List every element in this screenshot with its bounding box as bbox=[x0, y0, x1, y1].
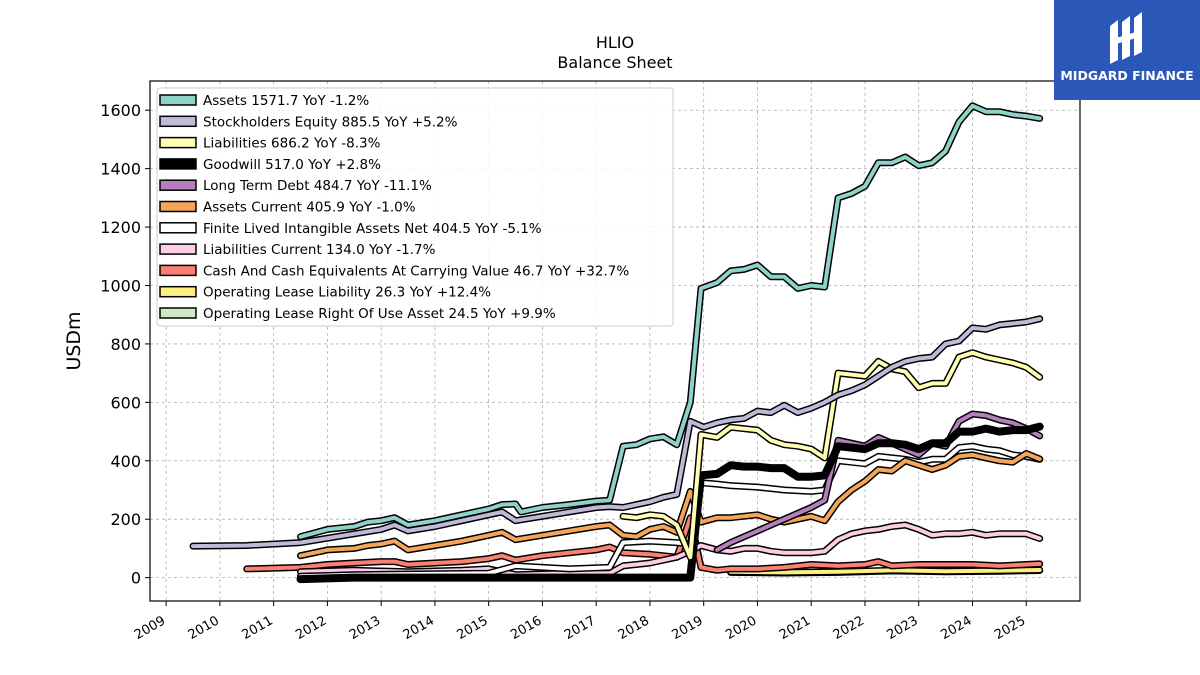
legend-swatch bbox=[159, 115, 197, 128]
y-tick-label: 0 bbox=[131, 569, 141, 588]
series-liabilities bbox=[619, 349, 1044, 561]
series-finite-lived-intangible-assets-net bbox=[297, 442, 1044, 580]
x-tick-label: 2014 bbox=[401, 613, 437, 643]
series-operating-lease-liability bbox=[727, 566, 1044, 576]
legend-swatch bbox=[159, 200, 197, 213]
x-tick-label: 2015 bbox=[455, 613, 491, 643]
x-tick-label: 2009 bbox=[132, 613, 168, 643]
x-axis: 2009 2010 2011 2012 2013 2014 2015 2016 2017 2018… bbox=[132, 601, 1028, 643]
series-assets bbox=[297, 102, 1044, 541]
legend-entry: Stockholders Equity 885.5 YoY +5.2% bbox=[203, 114, 458, 130]
series-line bbox=[621, 350, 1042, 560]
x-tick-label: 2018 bbox=[616, 613, 652, 643]
y-axis-label: USDm bbox=[63, 311, 85, 370]
legend-entry: Cash And Cash Equivalents At Carrying Va… bbox=[203, 263, 629, 279]
legend-box bbox=[156, 87, 674, 327]
series-goodwill bbox=[296, 422, 1044, 584]
series-stockholders-equity bbox=[189, 315, 1044, 550]
x-tick-label: 2016 bbox=[508, 613, 544, 643]
x-tick-label: 2021 bbox=[777, 613, 813, 643]
series-cash-and-cash-equivalents-at-carrying-value bbox=[243, 514, 1044, 574]
series-line bbox=[298, 444, 1042, 579]
y-tick-label: 400 bbox=[110, 452, 141, 471]
legend-entry: Assets 1571.7 YoY -1.2% bbox=[203, 93, 369, 109]
series-line bbox=[298, 451, 1042, 558]
x-tick-label: 2019 bbox=[670, 613, 706, 643]
y-tick-label: 600 bbox=[110, 393, 141, 412]
plot-frame bbox=[149, 80, 1081, 602]
logo-mark-icon bbox=[1110, 12, 1142, 64]
midgard-finance-logo: MIDGARD FINANCE bbox=[1054, 0, 1200, 100]
series-line bbox=[191, 316, 1042, 549]
series-layer bbox=[189, 102, 1044, 584]
legend-entry: Assets Current 405.9 YoY -1.0% bbox=[203, 200, 416, 216]
y-tick-label: 1000 bbox=[100, 276, 141, 295]
x-tick-label: 2017 bbox=[562, 613, 598, 643]
legend-swatch bbox=[159, 264, 197, 277]
x-tick-label: 2022 bbox=[831, 613, 867, 643]
legend-swatch bbox=[159, 243, 197, 255]
x-tick-label: 2025 bbox=[992, 613, 1028, 643]
series-line bbox=[244, 515, 1042, 573]
legend-entry: Operating Lease Right Of Use Asset 24.5 … bbox=[203, 306, 556, 322]
series-liabilities-current bbox=[297, 521, 1044, 579]
y-tick-label: 1600 bbox=[100, 101, 141, 120]
series-outline bbox=[189, 315, 1044, 550]
x-tick-label: 2023 bbox=[885, 613, 921, 643]
legend-swatch bbox=[159, 179, 197, 191]
legend-swatch bbox=[159, 285, 197, 298]
legend-entry: Long Term Debt 484.7 YoY -11.1% bbox=[203, 178, 432, 194]
legend-entry: Liabilities 686.2 YoY -8.3% bbox=[203, 136, 381, 152]
legend-swatch bbox=[159, 307, 197, 319]
y-tick-label: 1400 bbox=[100, 160, 141, 179]
legend-entry: Operating Lease Liability 26.3 YoY +12.4… bbox=[203, 285, 491, 301]
y-tick-label: 1200 bbox=[100, 218, 141, 237]
series-line bbox=[728, 568, 1042, 575]
y-tick-label: 800 bbox=[110, 335, 141, 354]
legend-entry: Goodwill 517.0 YoY +2.8% bbox=[203, 157, 381, 173]
x-tick-label: 2010 bbox=[186, 613, 222, 643]
series-line bbox=[298, 103, 1042, 539]
chart-subtitle: Balance Sheet bbox=[557, 53, 672, 72]
x-tick-label: 2012 bbox=[293, 613, 329, 643]
x-tick-label: 2013 bbox=[347, 613, 383, 643]
logo-text: MIDGARD FINANCE bbox=[1060, 68, 1194, 83]
legend-swatch bbox=[159, 94, 197, 106]
legend-entry: Liabilities Current 134.0 YoY -1.7% bbox=[203, 242, 436, 258]
x-tick-label: 2011 bbox=[239, 613, 275, 643]
legend-swatch bbox=[159, 136, 197, 149]
chart-title: HLIO bbox=[596, 33, 634, 52]
legend-swatch bbox=[159, 222, 197, 234]
x-tick-label: 2020 bbox=[723, 613, 759, 643]
y-tick-label: 200 bbox=[110, 510, 141, 529]
legend: Assets 1571.7 YoY -1.2% Stockholders Equi… bbox=[156, 87, 674, 327]
series-assets-current bbox=[297, 450, 1044, 560]
series-line bbox=[296, 422, 1044, 584]
series-line bbox=[298, 523, 1042, 577]
legend-swatch bbox=[159, 158, 197, 170]
y-axis: 0 200 400 600 800 1000 1200 1400 1600 bbox=[100, 101, 150, 588]
x-tick-label: 2024 bbox=[938, 613, 974, 643]
legend-entry: Finite Lived Intangible Assets Net 404.5… bbox=[203, 221, 542, 237]
